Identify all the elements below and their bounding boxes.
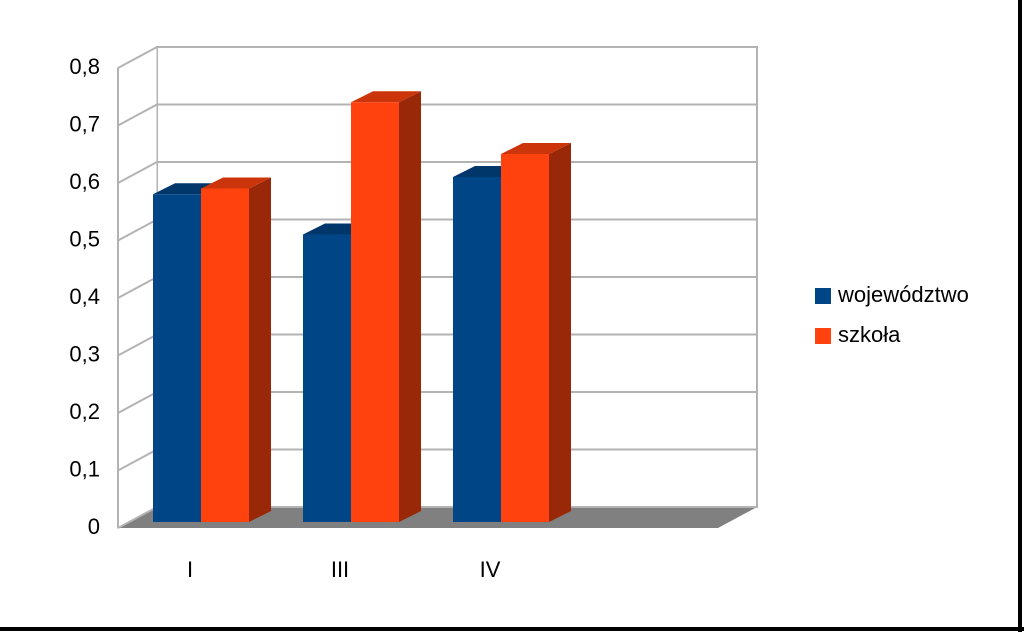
- x-tick-label: IV: [480, 557, 501, 582]
- legend-label: szkoła: [838, 322, 901, 347]
- y-tick-label: 0,7: [69, 111, 100, 136]
- legend-swatch: [815, 328, 831, 344]
- x-tick-label: III: [331, 557, 349, 582]
- y-tick-label: 0,4: [69, 284, 100, 309]
- bar-side: [249, 177, 271, 522]
- legend-swatch: [815, 288, 831, 304]
- legend-label: województwo: [837, 282, 969, 307]
- y-tick-label: 0,8: [69, 54, 100, 79]
- bar: [501, 154, 549, 522]
- bar-top: [351, 91, 421, 103]
- bar: [201, 188, 249, 522]
- x-tick-label: I: [187, 557, 193, 582]
- bar: [303, 234, 351, 522]
- y-tick-label: 0,3: [69, 341, 100, 366]
- y-tick-label: 0: [88, 514, 100, 539]
- y-tick-label: 0,6: [69, 169, 100, 194]
- bar-side: [399, 91, 421, 522]
- grid-line: [117, 103, 757, 127]
- y-tick-label: 0,1: [69, 456, 100, 481]
- bar: [453, 177, 501, 522]
- bar-top: [201, 177, 271, 189]
- floor: [118, 507, 757, 528]
- y-tick-label: 0,2: [69, 399, 100, 424]
- bar: [153, 194, 201, 522]
- bar-top: [501, 143, 571, 154]
- y-tick-label: 0,5: [69, 226, 100, 251]
- grid-line: [117, 46, 757, 69]
- bar: [351, 102, 399, 522]
- bar-side: [549, 143, 571, 522]
